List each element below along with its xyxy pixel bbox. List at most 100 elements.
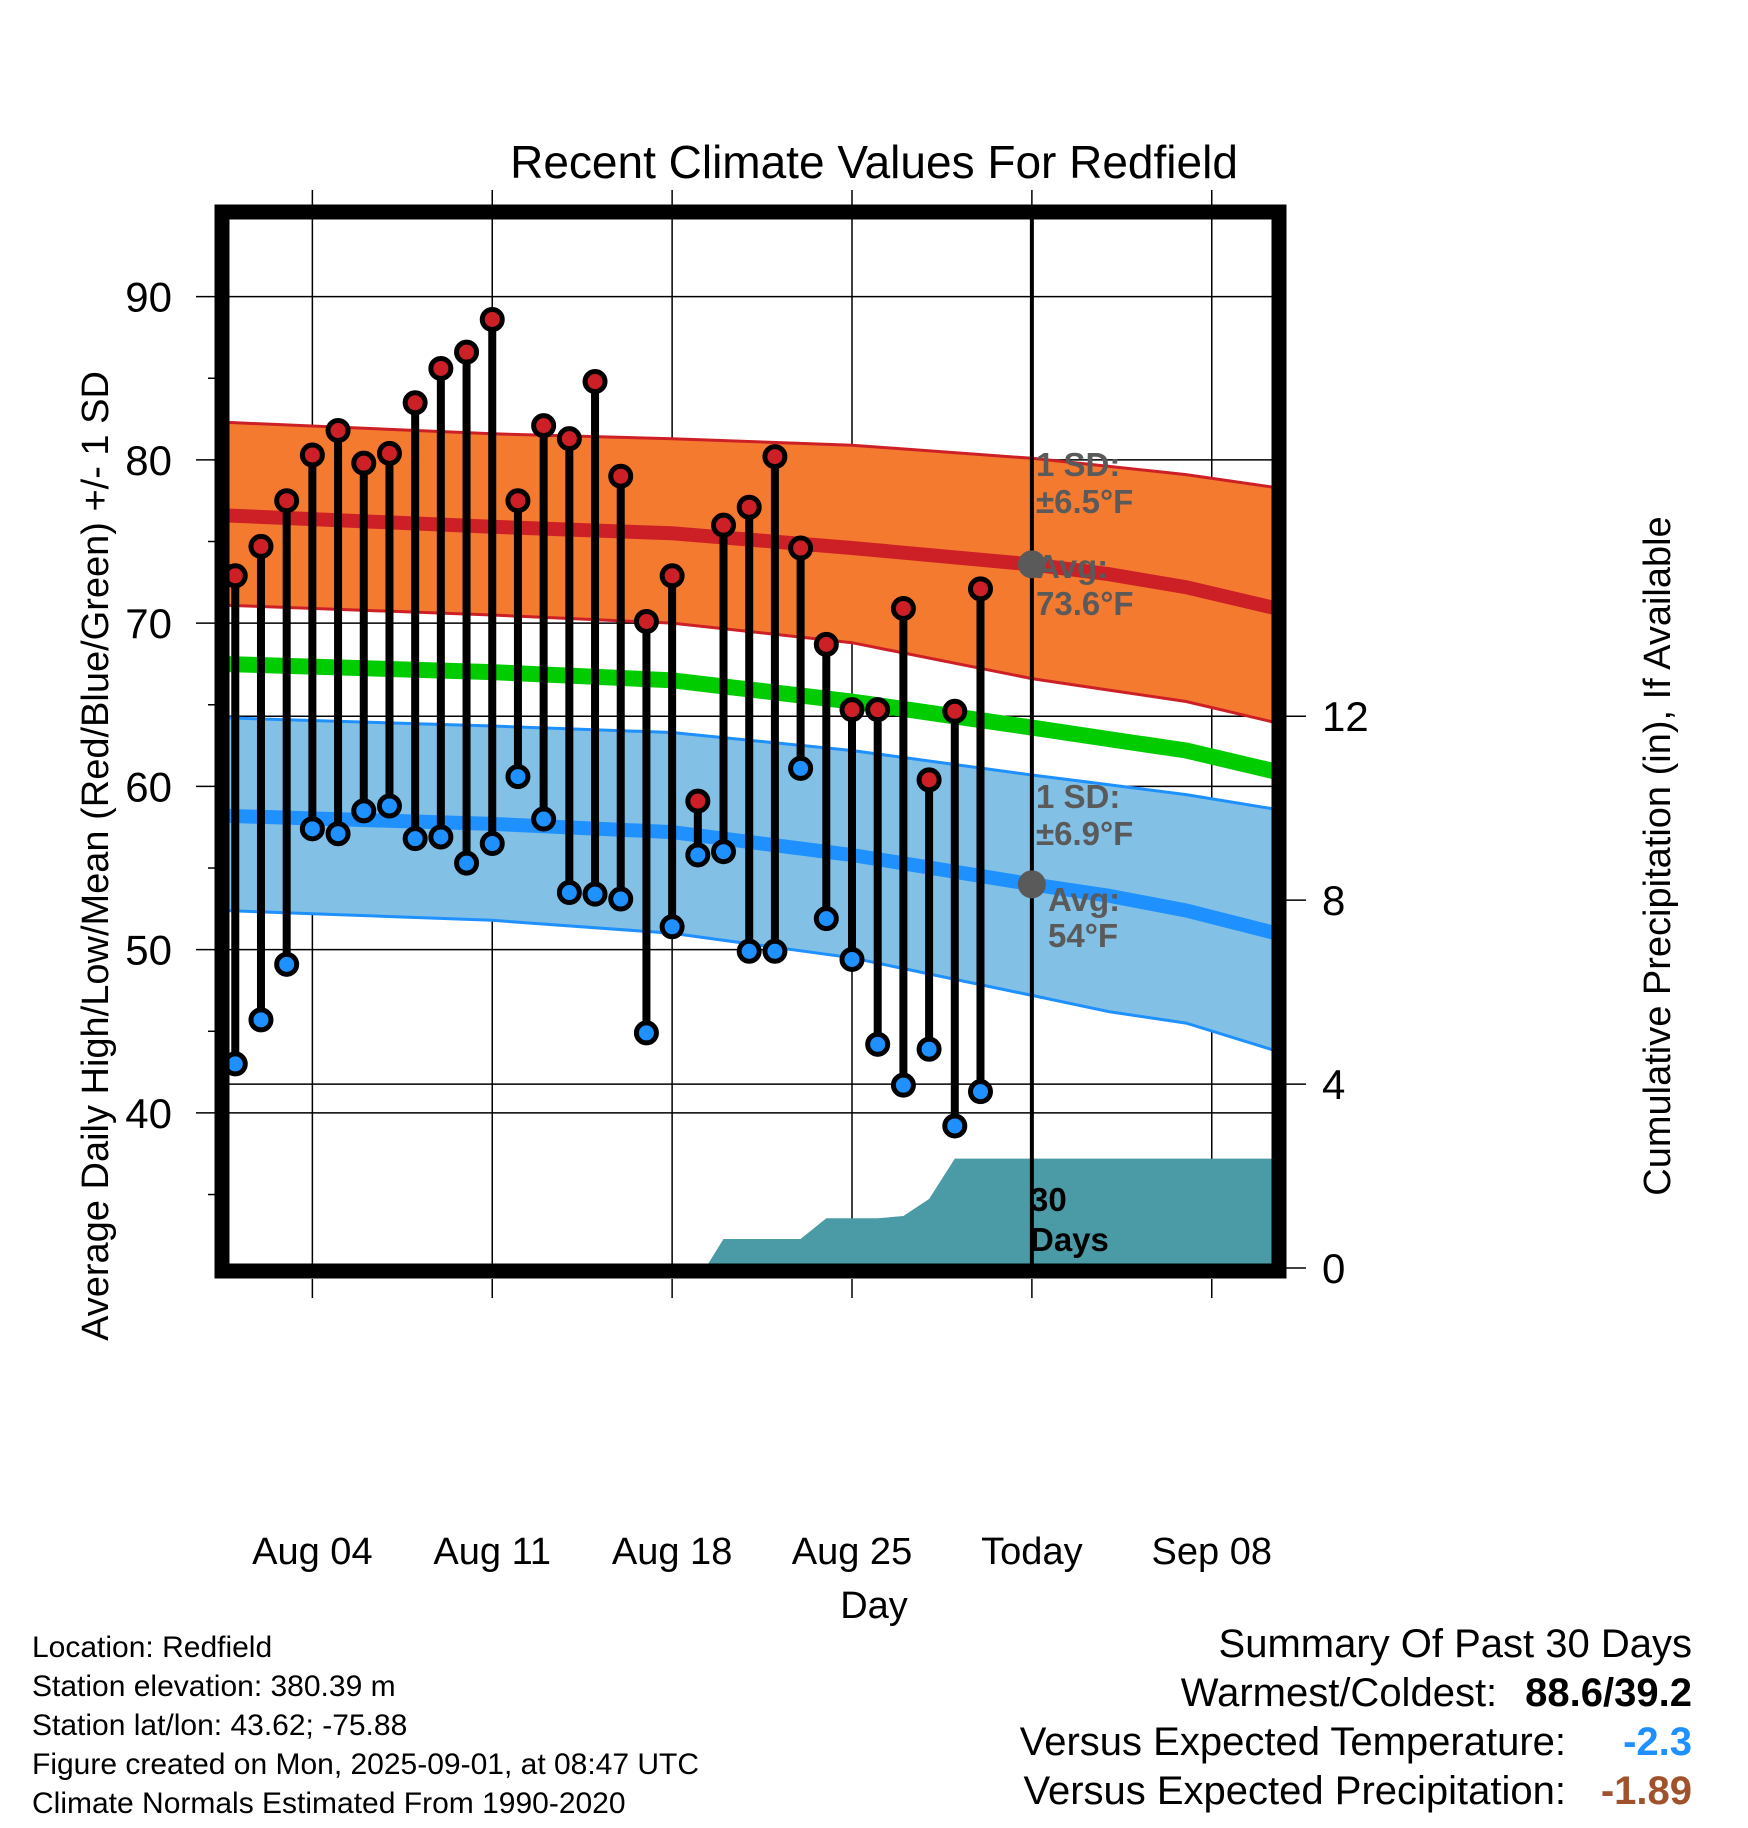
high-avg-label: Avg:: [1036, 548, 1108, 585]
summary-title-text: Summary Of Past 30 Days: [1218, 1622, 1692, 1666]
daily-high-point: [582, 369, 608, 395]
y2-tick-label: 12: [1322, 693, 1369, 740]
daily-low-point: [916, 1036, 942, 1062]
x-tick-label: Aug 25: [792, 1531, 912, 1573]
daily-high-point: [248, 533, 274, 559]
y-tick-label: 40: [125, 1090, 172, 1137]
x-tick-label: Aug 04: [252, 1531, 372, 1573]
y2-tick-label: 0: [1322, 1245, 1345, 1292]
daily-high-point: [813, 631, 839, 657]
high-avg-value: 73.6°F: [1036, 585, 1134, 622]
daily-low-point: [788, 755, 814, 781]
summary-warmest-row: Warmest/Coldest: 88.6/39.2: [1020, 1669, 1692, 1718]
y2-axis-label: Cumulative Precipitation (in), If Availa…: [1637, 516, 1679, 1195]
plot-area: [225, 215, 1276, 1268]
low-sd-value: ±6.9°F: [1036, 815, 1133, 852]
chart-title: Recent Climate Values For Redfield: [510, 136, 1238, 188]
today-avg-low-marker: [1017, 870, 1046, 899]
high-band-upper-edge: [225, 420, 1276, 490]
daily-high-point: [890, 595, 916, 621]
avg-mean-line: [225, 656, 1276, 780]
daily-low-point: [274, 951, 300, 977]
y-tick-label: 60: [125, 763, 172, 810]
daily-low-point: [248, 1007, 274, 1033]
daily-low-point: [762, 938, 788, 964]
daily-low-point: [299, 816, 325, 842]
daily-low-point: [505, 764, 531, 790]
precip-days-label: Days: [1030, 1221, 1109, 1258]
daily-low-point: [865, 1031, 891, 1057]
daily-high-point: [376, 440, 402, 466]
daily-low-point: [736, 938, 762, 964]
daily-high-point: [711, 512, 737, 538]
daily-high-point: [633, 609, 659, 635]
daily-high-point: [788, 535, 814, 561]
daily-low-point: [942, 1113, 968, 1139]
daily-low-point: [582, 881, 608, 907]
daily-high-point: [402, 390, 428, 416]
plot-frame: [214, 204, 1287, 1279]
high-sd-value: ±6.5°F: [1036, 483, 1133, 520]
daily-low-point: [608, 886, 634, 912]
daily-high-point: [531, 413, 557, 439]
high-band-lower-edge: [225, 603, 1276, 725]
x-tick-label: Today: [981, 1531, 1082, 1573]
climate-chart: Recent Climate Values For Redfield 1 SD:…: [75, 136, 1679, 1627]
daily-high-point: [685, 788, 711, 814]
daily-high-point: [916, 767, 942, 793]
x-tick-label: Aug 18: [612, 1531, 732, 1573]
daily-high-point: [762, 444, 788, 470]
daily-high-point: [428, 355, 454, 381]
daily-low-point: [685, 842, 711, 868]
x-tick-label: Aug 11: [433, 1531, 551, 1573]
daily-low-point: [531, 806, 557, 832]
daily-low-point: [479, 831, 505, 857]
y2-tick-label: 4: [1322, 1061, 1345, 1108]
daily-low-point: [351, 798, 377, 824]
elevation-text: Station elevation: 380.39 m: [32, 1670, 396, 1703]
location-text: Location: Redfield: [32, 1631, 273, 1664]
daily-high-point: [942, 698, 968, 724]
daily-low-point: [428, 824, 454, 850]
daily-high-point: [736, 494, 762, 520]
daily-low-point: [454, 850, 480, 876]
x-tick-label: Sep 08: [1152, 1531, 1272, 1573]
daily-high-point: [505, 488, 531, 514]
low-band-upper-edge: [225, 716, 1276, 811]
precip-vs-expected-value: -1.89: [1600, 1769, 1692, 1813]
daily-low-point: [633, 1020, 659, 1046]
daily-low-point: [325, 821, 351, 847]
precip-vs-expected-label: Versus Expected Precipitation:: [1023, 1769, 1566, 1813]
precip-area: [705, 1158, 1276, 1268]
daily-high-point: [839, 697, 865, 723]
low-band-lower-edge: [225, 909, 1276, 1053]
summary-precip-row: Versus Expected Precipitation: -1.89: [1020, 1767, 1692, 1816]
summary-temp-row: Versus Expected Temperature: -2.3: [1020, 1718, 1692, 1767]
daily-high-point: [659, 563, 685, 589]
daily-high-point: [454, 339, 480, 365]
high-sd-label: 1 SD:: [1036, 446, 1120, 483]
low-sd-label: 1 SD:: [1036, 778, 1120, 815]
low-avg-value: 54°F: [1048, 917, 1118, 954]
temp-vs-expected-label: Versus Expected Temperature:: [1019, 1720, 1566, 1764]
y-tick-label: 80: [125, 437, 172, 484]
daily-low-point: [967, 1079, 993, 1105]
daily-high-point: [967, 576, 993, 602]
daily-high-point: [325, 417, 351, 443]
x-axis-label: Day: [840, 1585, 908, 1627]
y2-tick-label: 8: [1322, 877, 1345, 924]
daily-high-point: [865, 697, 891, 723]
warmest-label: Warmest/Coldest:: [1180, 1671, 1498, 1715]
warmest-value: 88.6/39.2: [1525, 1671, 1692, 1715]
temp-vs-expected-value: -2.3: [1623, 1720, 1692, 1764]
y-tick-label: 70: [125, 600, 172, 647]
precip-days-number: 30: [1030, 1181, 1067, 1218]
daily-low-point: [890, 1072, 916, 1098]
y-axis-label: Average Daily High/Low/Mean (Red/Blue/Gr…: [75, 371, 117, 1341]
daily-high-point: [556, 426, 582, 452]
summary-panel: Summary Of Past 30 Days Warmest/Coldest:…: [1020, 1620, 1692, 1816]
avg-low-line: [225, 808, 1276, 941]
daily-low-point: [402, 826, 428, 852]
daily-high-point: [274, 488, 300, 514]
daily-low-point: [376, 793, 402, 819]
